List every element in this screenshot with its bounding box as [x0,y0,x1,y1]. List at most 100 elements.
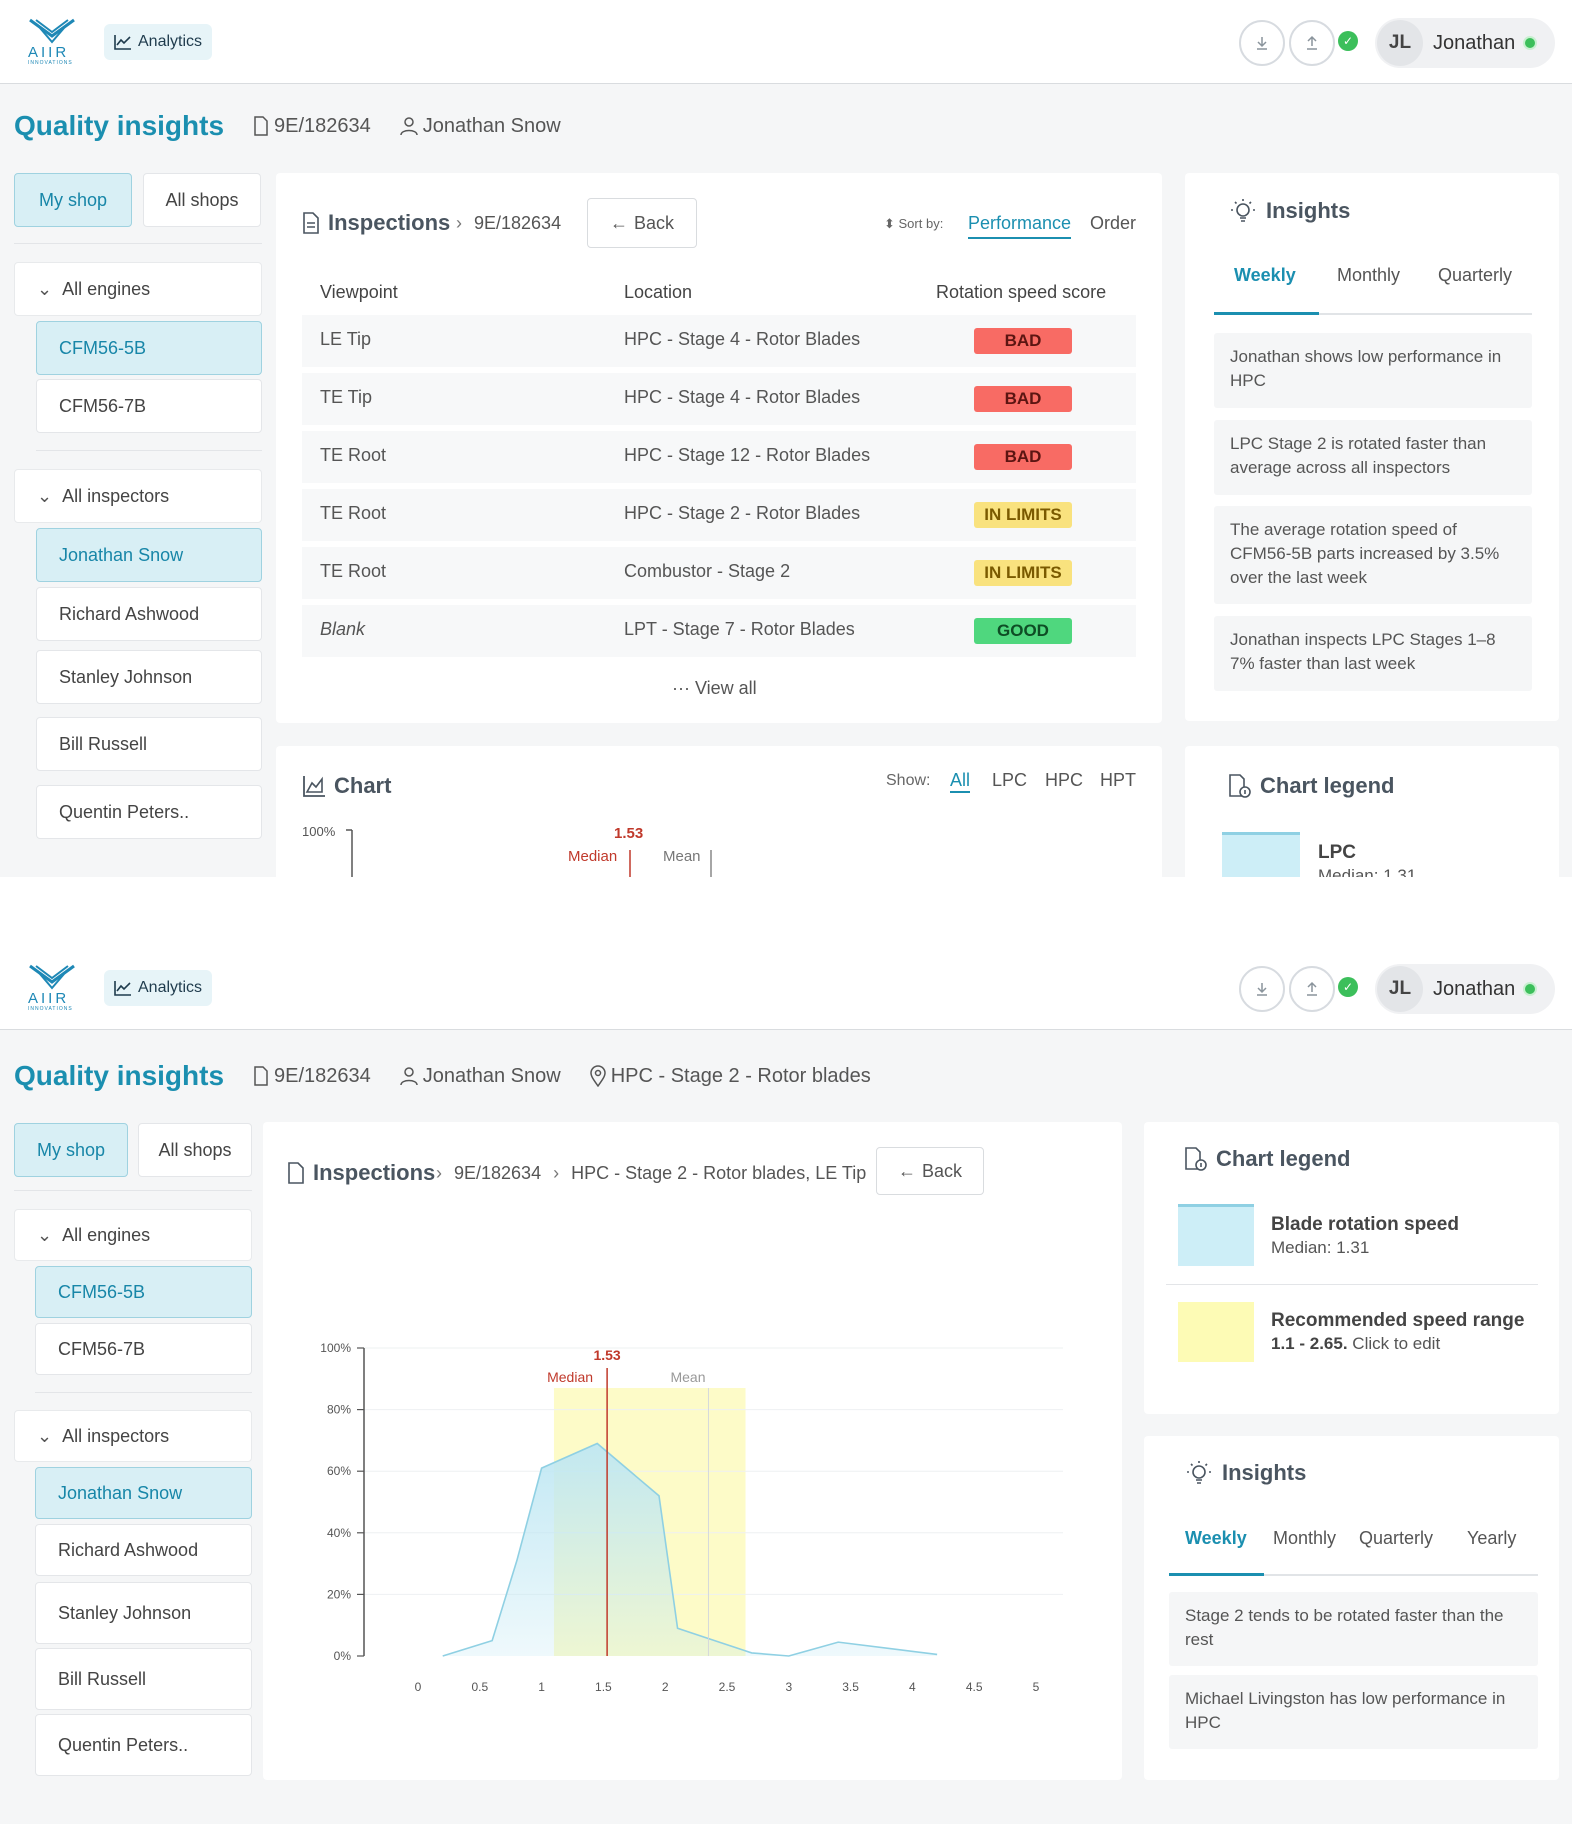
upload-button[interactable] [1289,966,1335,1012]
all-shops-button[interactable]: All shops [138,1123,252,1177]
show-hpc[interactable]: HPC [1045,770,1084,790]
all-engines-toggle[interactable]: ⌄ All engines [14,262,262,316]
all-inspectors-toggle[interactable]: ⌄ All inspectors [14,1410,252,1462]
online-status-dot [1523,982,1538,996]
inspector-item[interactable]: Jonathan Snow [36,528,262,582]
tab-weekly[interactable]: Weekly [1185,1528,1247,1548]
engine-item-cfm56-5b[interactable]: CFM56-5B [35,1266,252,1318]
inspector-item[interactable]: Quentin Peters.. [36,785,262,839]
median-label: Median [547,1369,593,1385]
breadcrumb-engine[interactable]: 9E/182634 [474,213,562,233]
legend-title-recommended-range: Recommended speed range [1271,1310,1525,1331]
tab-quarterly[interactable]: Quarterly [1438,265,1513,285]
inspector-item[interactable]: Jonathan Snow [35,1467,252,1519]
tab-yearly[interactable]: Yearly [1467,1528,1517,1548]
y-tick-label: 100% [320,1341,351,1355]
arrow-left-icon: ← [897,1160,916,1181]
all-engines-toggle[interactable]: ⌄ All engines [14,1209,252,1261]
table-row[interactable]: TE Root HPC - Stage 12 - Rotor Blades BAD [302,431,1136,483]
show-hpt[interactable]: HPT [1100,770,1136,790]
chevron-right-icon: › [456,213,462,233]
column-header-score[interactable]: Rotation speed score [936,282,1107,302]
view-all-link[interactable]: ··· View all [672,678,757,699]
y-tick-label: 100% [302,824,336,839]
column-header-location[interactable]: Location [624,282,693,302]
all-inspectors-toggle[interactable]: ⌄ All inspectors [14,469,262,523]
top-bar: AIIR INNOVATIONS Analytics ✓ JL Jonathan [0,946,1572,1030]
inspector-item[interactable]: Stanley Johnson [35,1582,252,1644]
user-name: Jonathan [1433,977,1516,1000]
sort-performance[interactable]: Performance [968,213,1072,239]
avatar: JL [1377,966,1423,1012]
back-button[interactable]: ← Back [876,1147,984,1195]
chart-legend-title: Chart legend [1228,773,1394,799]
inspector-item[interactable]: Bill Russell [35,1648,252,1710]
line-chart-icon [114,35,131,50]
engine-item-cfm56-5b[interactable]: CFM56-5B [36,321,262,375]
aiir-logo-icon [29,964,75,990]
sort-order[interactable]: Order [1090,213,1137,233]
score-badge: IN LIMITS [974,502,1072,528]
chevron-down-icon: ⌄ [37,1425,53,1446]
x-tick-label: 2 [662,1680,669,1694]
my-shop-button[interactable]: My shop [14,1123,128,1177]
back-button[interactable]: ← Back [587,198,697,248]
breadcrumb-engine[interactable]: 9E/182634 [454,1163,542,1183]
engine-item-cfm56-7b[interactable]: CFM56-7B [36,379,262,433]
screen-inspections-overview: AIIR INNOVATIONS Analytics ✓ JL Jonathan… [0,0,1572,877]
upload-button[interactable] [1289,20,1335,66]
inspector-item[interactable]: Richard Ashwood [36,587,262,641]
cell-location: LPT - Stage 7 - Rotor Blades [624,619,855,639]
show-all[interactable]: All [950,770,971,793]
legend-sub-recommended-range[interactable]: 1.1 - 2.65. Click to edit [1271,1334,1440,1354]
column-header-viewpoint[interactable]: Viewpoint [320,282,398,302]
tab-quarterly[interactable]: Quarterly [1359,1528,1434,1548]
legend-swatch-lpc[interactable] [1222,832,1300,877]
x-tick-label: 4.5 [966,1680,983,1694]
show-lpc[interactable]: LPC [992,770,1028,790]
insight-item: Stage 2 tends to be rotated faster than … [1169,1592,1538,1666]
inspector-item[interactable]: Bill Russell [36,717,262,771]
inspector-item[interactable]: Quentin Peters.. [35,1714,252,1776]
upload-icon [1307,981,1317,996]
y-tick-label: 40% [327,1526,351,1540]
analytics-nav[interactable]: Analytics [104,24,213,60]
legend-swatch-recommended-range[interactable] [1178,1302,1254,1362]
area-chart-icon [303,776,325,797]
breadcrumb: › 9E/182634 [456,213,561,234]
cell-location: Combustor - Stage 2 [624,561,791,581]
user-menu[interactable]: JL Jonathan [1375,18,1555,68]
legend-swatch-rotation-speed[interactable] [1178,1204,1254,1266]
logo-subtext: INNOVATIONS [28,60,73,66]
cell-viewpoint: LE Tip [320,329,372,349]
download-button[interactable] [1239,20,1285,66]
table-row[interactable]: Blank LPT - Stage 7 - Rotor Blades GOOD [302,605,1136,657]
edit-range-link[interactable]: Click to edit [1352,1334,1441,1353]
table-row[interactable]: LE Tip HPC - Stage 4 - Rotor Blades BAD [302,315,1136,367]
table-row[interactable]: TE Tip HPC - Stage 4 - Rotor Blades BAD [302,373,1136,425]
download-button[interactable] [1239,966,1285,1012]
back-label: Back [633,212,675,233]
tab-active-indicator [1169,1573,1264,1576]
inspector-name-text: Jonathan Snow [422,1064,561,1087]
inspector-item[interactable]: Richard Ashwood [35,1524,252,1576]
engine-item-cfm56-7b[interactable]: CFM56-7B [35,1323,252,1375]
cell-viewpoint: TE Tip [320,387,373,407]
ellipsis-icon: ··· [672,678,695,698]
all-shops-button[interactable]: All shops [143,173,261,227]
breadcrumb-location[interactable]: HPC - Stage 2 - Rotor blades, LE Tip [571,1163,867,1183]
screen-inspection-detail: AIIR INNOVATIONS Analytics ✓ JL Jonathan… [0,946,1572,1824]
logo-subtext: INNOVATIONS [28,1006,73,1012]
tab-monthly[interactable]: Monthly [1337,265,1401,285]
table-row[interactable]: TE Root Combustor - Stage 2 IN LIMITS [302,547,1136,599]
inspector-item[interactable]: Stanley Johnson [36,650,262,704]
my-shop-button[interactable]: My shop [14,173,132,227]
tab-monthly[interactable]: Monthly [1273,1528,1337,1548]
inspections-title-text: Inspections [328,210,451,235]
analytics-nav[interactable]: Analytics [104,970,213,1006]
table-row[interactable]: TE Root HPC - Stage 2 - Rotor Blades IN LI… [302,489,1136,541]
score-badge: IN LIMITS [974,560,1072,586]
user-menu[interactable]: JL Jonathan [1375,964,1555,1014]
chart-card [276,746,1162,877]
tab-weekly[interactable]: Weekly [1234,265,1296,285]
